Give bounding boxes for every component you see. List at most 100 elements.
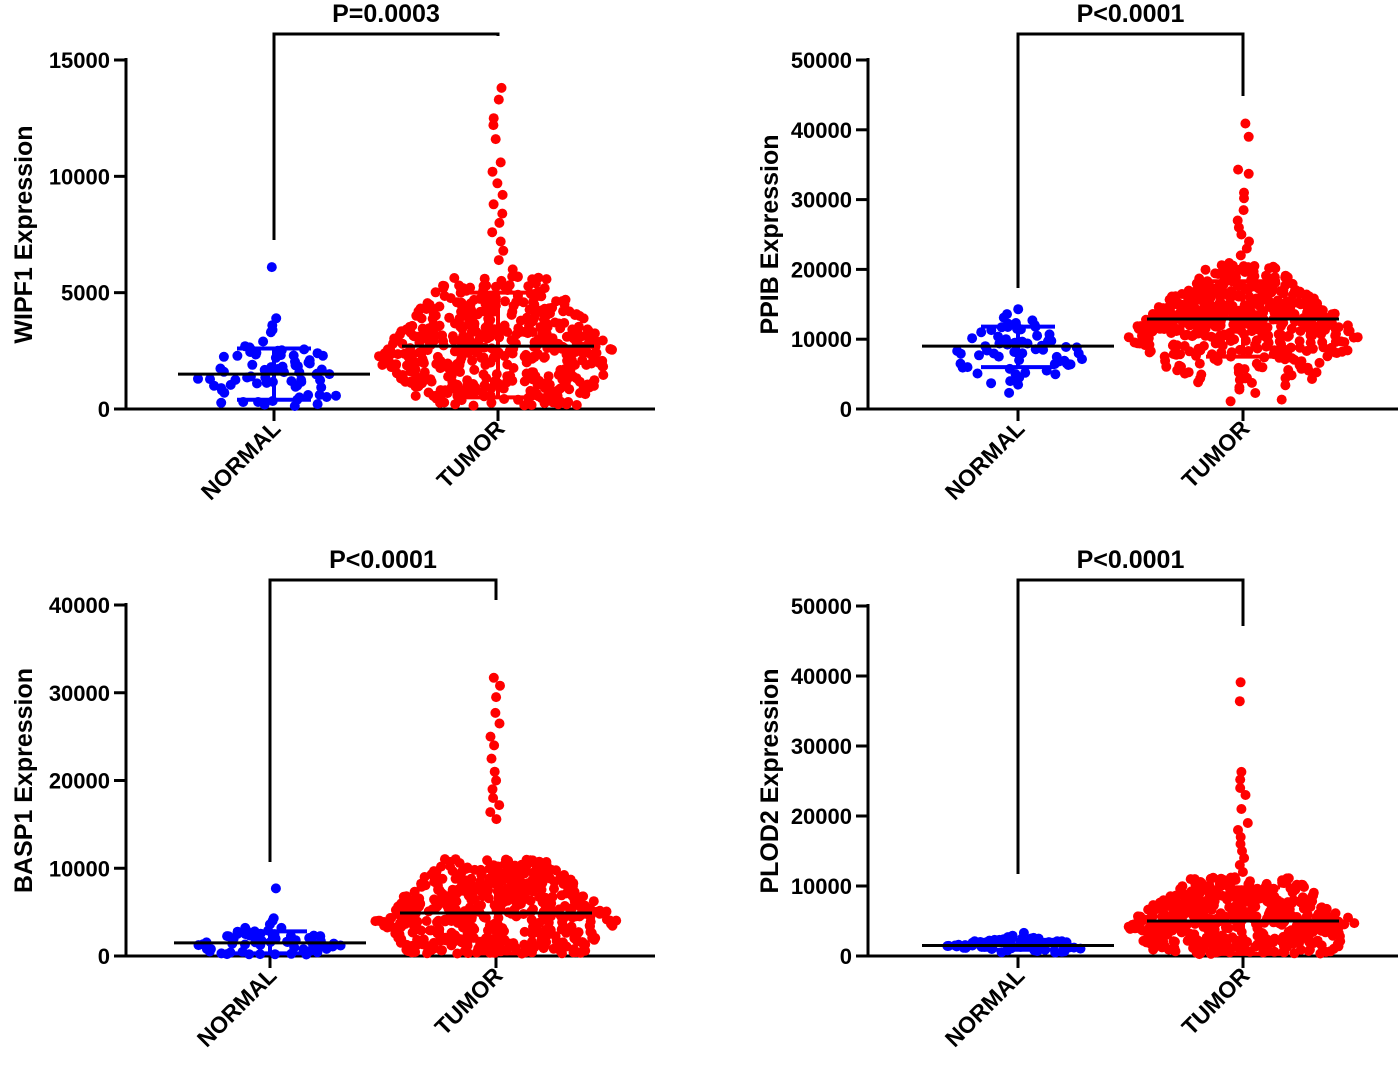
data-point — [373, 915, 384, 926]
data-point — [1240, 118, 1251, 129]
data-point — [396, 922, 407, 932]
data-point — [557, 296, 568, 307]
data-point — [492, 178, 503, 189]
data-point — [486, 397, 497, 408]
data-point — [465, 881, 476, 892]
data-point — [418, 934, 429, 945]
data-point — [1235, 677, 1246, 688]
data-point — [493, 255, 504, 266]
data-point — [561, 927, 572, 938]
data-point — [1161, 361, 1172, 372]
data-point — [1158, 929, 1169, 940]
category-label: NORMAL — [940, 415, 1030, 505]
data-point — [534, 856, 545, 867]
data-point — [1243, 262, 1254, 273]
data-point — [1280, 270, 1291, 281]
data-point — [485, 731, 496, 742]
data-point — [1201, 291, 1212, 302]
data-point — [1216, 284, 1227, 295]
data-point — [1270, 300, 1281, 311]
data-point — [581, 359, 592, 370]
data-point — [488, 120, 499, 131]
data-point — [265, 327, 276, 338]
data-point — [451, 888, 462, 898]
data-point — [1183, 301, 1194, 312]
data-point — [218, 351, 229, 362]
data-point — [1144, 347, 1155, 358]
data-point — [1135, 911, 1146, 922]
data-point — [491, 692, 502, 703]
data-point — [530, 371, 541, 382]
data-point — [1308, 890, 1319, 901]
series-normal — [174, 883, 366, 960]
data-point — [1253, 324, 1263, 335]
data-point — [1234, 264, 1245, 275]
data-point — [1215, 292, 1226, 303]
data-point — [1173, 901, 1184, 912]
data-point — [1196, 878, 1207, 889]
data-point — [502, 359, 513, 370]
data-point — [1276, 321, 1286, 332]
y-tick-label: 30000 — [791, 734, 852, 759]
data-point — [1170, 890, 1181, 901]
data-point — [446, 940, 457, 951]
data-point — [1236, 804, 1247, 814]
data-point — [1157, 319, 1168, 330]
data-point — [545, 308, 555, 319]
data-point — [436, 861, 446, 872]
data-point — [1159, 351, 1170, 362]
data-point — [1191, 905, 1202, 916]
data-point — [967, 333, 978, 344]
data-point — [1266, 287, 1277, 298]
data-point — [456, 352, 467, 363]
y-axis-label: WIPF1 Expression — [10, 125, 38, 343]
data-point — [1199, 305, 1210, 316]
data-point — [219, 387, 230, 398]
data-point — [586, 349, 596, 360]
data-point — [1323, 320, 1334, 331]
data-point — [1276, 394, 1287, 405]
data-point — [447, 331, 458, 342]
data-point — [478, 940, 489, 951]
data-point — [398, 891, 409, 902]
data-point — [489, 740, 500, 751]
data-point — [1129, 919, 1140, 930]
data-point — [454, 871, 465, 882]
data-point — [475, 882, 486, 893]
data-point — [452, 390, 463, 401]
data-point — [993, 351, 1004, 362]
p-value-label: P<0.0001 — [329, 546, 437, 574]
data-point — [416, 313, 427, 324]
data-point — [1175, 349, 1186, 360]
data-point — [1352, 332, 1363, 343]
data-point — [374, 351, 384, 362]
data-point — [469, 309, 480, 320]
data-point — [543, 371, 554, 382]
data-point — [1169, 942, 1180, 953]
data-point — [470, 385, 481, 396]
data-point — [1253, 283, 1264, 294]
data-point — [529, 878, 540, 889]
data-point — [458, 304, 469, 315]
data-point — [1268, 937, 1278, 948]
data-point — [1316, 329, 1327, 340]
y-axis-label: BASP1 Expression — [10, 668, 38, 893]
series-normal — [922, 927, 1114, 958]
data-point — [1224, 265, 1235, 276]
data-point — [487, 166, 498, 177]
data-point — [1123, 332, 1134, 343]
data-point — [490, 707, 501, 718]
data-point — [480, 359, 491, 370]
data-point — [1206, 890, 1216, 900]
data-point — [469, 318, 480, 329]
data-point — [316, 382, 327, 393]
data-point — [1317, 337, 1328, 348]
data-point — [569, 359, 580, 370]
data-point — [477, 293, 488, 304]
data-point — [1001, 334, 1011, 345]
data-point — [494, 718, 505, 729]
data-point — [1269, 891, 1280, 902]
data-point — [515, 315, 526, 326]
data-point — [419, 872, 430, 882]
panel-group: 0 5000 10000 15000 NORMAL TUMOR WIPF1 Expressi… — [10, 0, 1398, 1052]
